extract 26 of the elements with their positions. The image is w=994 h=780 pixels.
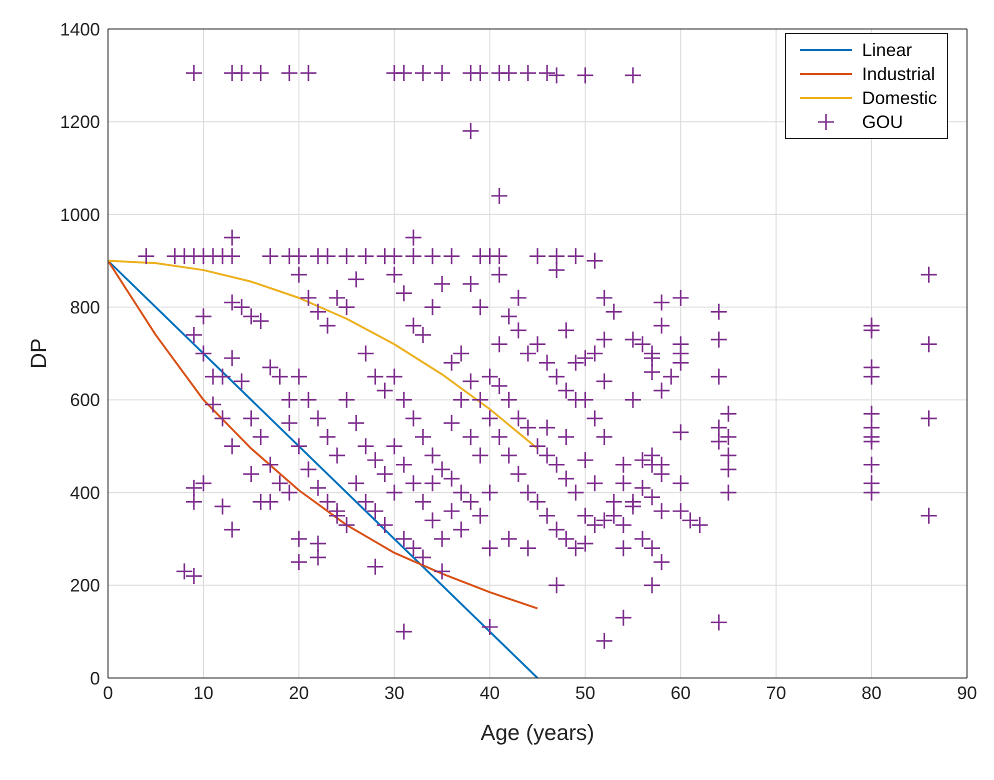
y-tick-label: 800 — [70, 298, 100, 318]
y-tick-label: 200 — [70, 576, 100, 596]
x-tick-label: 60 — [670, 682, 691, 703]
line-series — [108, 260, 538, 450]
x-tick-label: 50 — [575, 682, 596, 703]
y-tick-label: 1000 — [60, 204, 100, 225]
line-series — [108, 260, 538, 610]
legend-label: Domestic — [862, 88, 937, 108]
legend-label: Industrial — [862, 64, 936, 84]
x-tick-label: 90 — [956, 682, 978, 703]
x-tick-label: 10 — [193, 682, 214, 703]
y-tick-label: 600 — [70, 390, 100, 410]
y-tick-label: 1200 — [60, 112, 100, 132]
x-tick-label: 70 — [766, 682, 786, 703]
x-axis-title: Age (years) — [480, 720, 594, 745]
y-tick-label: 1400 — [60, 19, 100, 40]
x-tick-label: 0 — [102, 682, 114, 703]
x-tick-label: 30 — [384, 682, 404, 703]
legend-label: Linear — [862, 40, 912, 60]
y-tick-label: 0 — [90, 668, 100, 688]
legend-label: GOU — [862, 112, 903, 132]
x-tick-label: 80 — [862, 682, 882, 703]
y-axis-title: DP — [26, 338, 51, 369]
x-tick-label: 20 — [288, 682, 309, 703]
y-tick-label: 400 — [70, 482, 100, 503]
x-tick-label: 40 — [480, 682, 500, 703]
